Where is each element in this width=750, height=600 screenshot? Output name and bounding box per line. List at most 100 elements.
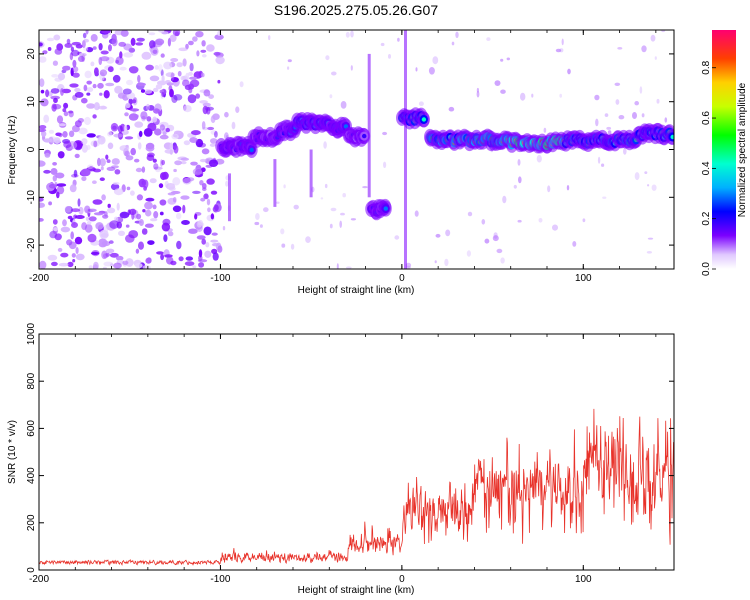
heat-noise-blob — [141, 166, 146, 173]
heat-noise-blob — [61, 88, 71, 94]
snr-x-label: Height of straight line (km) — [298, 585, 415, 596]
heat-noise-blob — [187, 94, 197, 104]
heat-noise-blob — [152, 49, 158, 54]
heat-noise-blob — [46, 37, 55, 42]
heat-noise-blob — [57, 151, 65, 159]
heat-noise-blob — [192, 190, 201, 194]
heat-noise-blob — [83, 84, 88, 92]
heat-noise-blob — [87, 208, 97, 212]
heat-noise-blob — [100, 50, 109, 55]
heat-noise-blob — [188, 40, 194, 46]
heat-noise-blob — [74, 153, 80, 159]
heat-noise-blob — [320, 197, 324, 200]
x-tick-label: 0 — [399, 574, 405, 585]
heat-noise-blob — [206, 178, 215, 185]
heat-noise-blob — [647, 237, 654, 240]
heat-noise-blob — [224, 111, 229, 118]
heat-noise-blob — [106, 166, 116, 171]
heat-noise-blob — [203, 193, 209, 200]
heat-noise-blob — [43, 114, 50, 124]
heat-noise-blob — [329, 223, 333, 229]
heat-noise-blob — [639, 86, 643, 94]
heat-noise-blob — [43, 169, 51, 174]
heat-noise-blob — [206, 198, 211, 206]
heat-noise-blob — [72, 259, 76, 263]
heat-noise-blob — [51, 261, 58, 267]
heat-noise-blob — [217, 79, 221, 84]
heat-noise-blob — [88, 216, 97, 222]
heat-noise-blob — [57, 247, 63, 252]
heat-noise-blob — [623, 148, 627, 155]
heat-noise-blob — [84, 205, 91, 214]
heat-noise-blob — [405, 262, 412, 268]
heat-noise-blob — [180, 195, 190, 200]
heat-noise-blob — [83, 47, 89, 51]
heat-noise-blob — [208, 94, 215, 99]
heat-noise-blob — [140, 111, 148, 120]
heat-noise-blob — [615, 99, 620, 105]
heat-noise-blob — [135, 42, 144, 46]
heat-noise-blob — [195, 93, 201, 99]
heat-noise-blob — [163, 234, 168, 243]
heat-noise-blob — [115, 255, 124, 261]
heat-noise-blob — [153, 87, 159, 93]
heat-noise-blob — [93, 140, 98, 148]
heat-noise-blob — [99, 158, 106, 167]
heat-noise-blob — [154, 128, 162, 136]
colorbar-tick-label: 0.8 — [701, 60, 712, 74]
heat-noise-blob — [231, 121, 236, 130]
heat-noise-blob — [136, 194, 143, 201]
heat-noise-blob — [88, 265, 93, 269]
heat-noise-blob — [52, 162, 57, 166]
heat-noise-blob — [83, 38, 89, 43]
y-tick-label: 20 — [26, 48, 37, 60]
heat-noise-blob — [99, 92, 103, 96]
y-tick-label: 0 — [26, 567, 37, 573]
heat-noise-blob — [180, 161, 187, 165]
heat-noise-blob — [169, 34, 177, 42]
heat-noise-blob — [428, 67, 435, 75]
heat-noise-blob — [656, 98, 660, 104]
heat-noise-blob — [280, 228, 285, 235]
heat-noise-blob — [85, 30, 89, 35]
heat-noise-blob — [124, 112, 129, 117]
heat-noise-blob — [70, 231, 74, 240]
heat-noise-blob — [163, 61, 173, 70]
heat-noise-blob — [74, 87, 81, 93]
heat-noise-blob — [342, 193, 347, 198]
y-tick-label: 10 — [26, 96, 37, 108]
heat-noise-blob — [222, 226, 226, 231]
heat-noise-blob — [109, 252, 119, 258]
heat-noise-blob — [105, 82, 115, 87]
heat-noise-blob — [92, 114, 97, 119]
heat-noise-blob — [81, 176, 87, 182]
heat-noise-blob — [517, 219, 522, 223]
heat-noise-blob — [81, 144, 88, 153]
heat-noise-blob — [119, 66, 127, 71]
heat-noise-blob — [664, 117, 668, 123]
heat-noise-blob — [169, 142, 174, 152]
heat-noise-blob — [73, 169, 78, 178]
heat-noise-blob — [107, 142, 114, 150]
heat-noise-blob — [63, 141, 72, 148]
heat-noise-blob — [120, 30, 129, 37]
heat-noise-blob — [210, 239, 219, 243]
heat-noise-blob — [572, 241, 577, 247]
heat-noise-blob — [176, 62, 183, 68]
heat-noise-blob — [75, 215, 85, 219]
heat-noise-blob — [145, 197, 155, 202]
heat-noise-blob — [531, 93, 534, 98]
heat-noise-blob — [72, 125, 80, 133]
heat-noise-blob — [182, 79, 190, 87]
heat-noise-blob — [486, 37, 491, 41]
heat-noise-blob — [86, 87, 94, 93]
heat-noise-blob — [63, 111, 69, 117]
heat-noise-blob — [644, 171, 648, 175]
heat-noise-blob — [47, 47, 52, 51]
heat-noise-blob — [98, 43, 103, 51]
heat-noise-blob — [122, 260, 129, 265]
heat-noise-blob — [86, 92, 91, 96]
heat-noise-blob — [101, 30, 111, 34]
heat-noise-blob — [81, 138, 88, 145]
